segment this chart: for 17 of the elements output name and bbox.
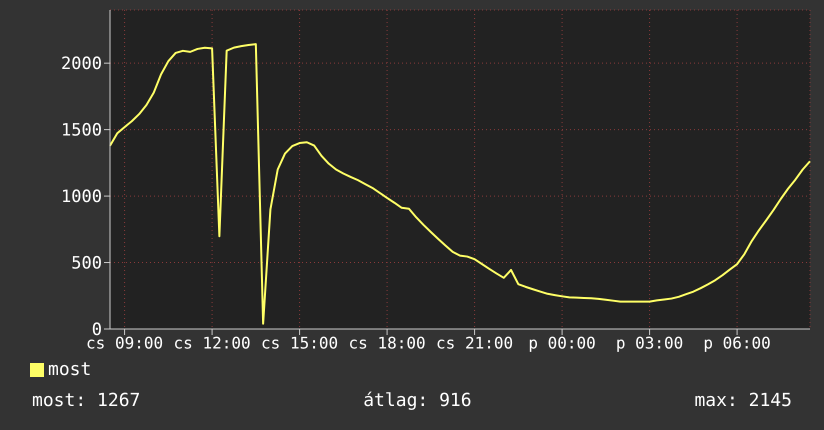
x-tick-label: p 03:00: [616, 333, 684, 352]
x-tick-label: cs 18:00: [348, 333, 426, 352]
y-tick-label: 0: [92, 320, 102, 340]
y-tick-label: 1500: [61, 120, 102, 141]
legend-label: most: [48, 359, 92, 380]
text: max: 2145: [694, 390, 792, 411]
text: átlag: 916: [363, 390, 472, 411]
x-tick-label: p 06:00: [703, 333, 771, 352]
x-tick-label: cs 12:00: [174, 333, 251, 352]
y-tick-label: 1000: [61, 187, 102, 208]
y-tick-label: 500: [71, 254, 102, 274]
text: most: 1267: [32, 390, 140, 411]
x-tick-label: cs 21:00: [436, 333, 514, 352]
y-tick-label: 2000: [61, 54, 102, 74]
x-tick-label: p 00:00: [528, 333, 596, 352]
line-series: [109, 43, 811, 325]
x-tick-label: cs 15:00: [261, 333, 338, 352]
